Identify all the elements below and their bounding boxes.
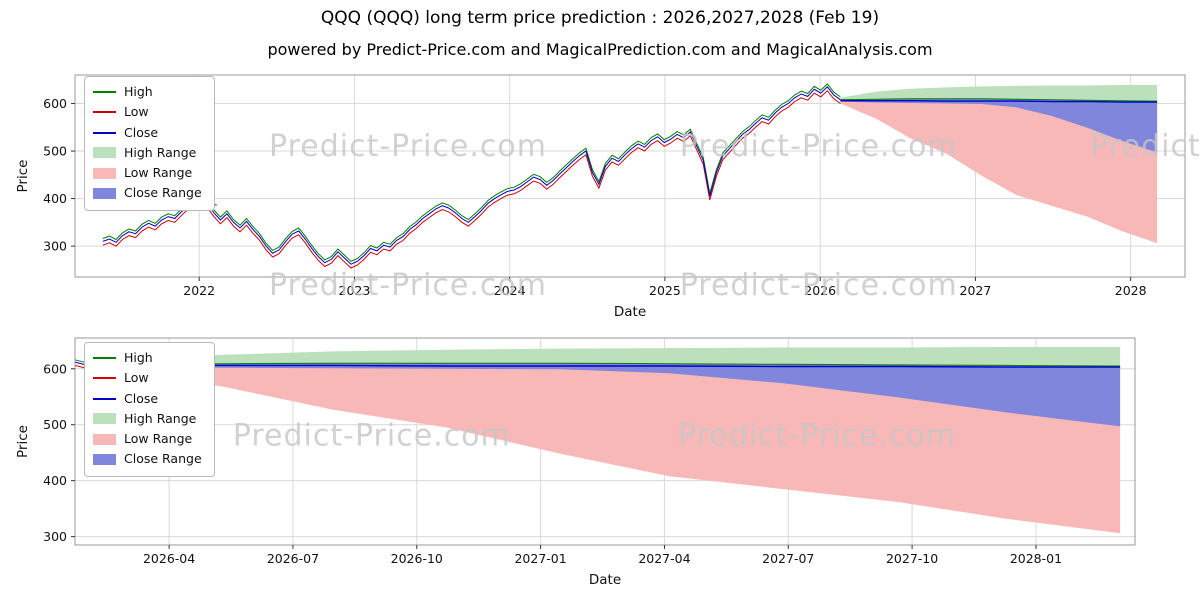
legend-swatch-close-range	[93, 453, 116, 465]
plot-border	[74, 74, 1186, 278]
legend-label: Low Range	[124, 431, 193, 446]
x-axis-label: Date	[614, 304, 646, 318]
legend-swatch-low	[93, 111, 116, 114]
x-tick-label: 2023	[339, 283, 371, 298]
history-lines	[102, 83, 841, 269]
x-tick-label: 2026	[804, 283, 836, 298]
y-tick-label: 600	[43, 361, 67, 376]
low-range-band	[109, 365, 1121, 534]
x-tick-label: 2027-04	[638, 551, 690, 566]
legend-label: Close Range	[124, 185, 202, 201]
x-tick-label: 2027	[960, 283, 992, 298]
legend-item-low-range: Low Range	[93, 429, 202, 449]
legend-swatch-low	[93, 377, 116, 380]
legend-swatch-close-range	[93, 187, 116, 199]
x-axis-label: Date	[589, 572, 621, 588]
legend-label: Low	[124, 104, 149, 120]
low-line	[102, 89, 841, 269]
x-tick-label: 2025	[649, 283, 681, 298]
prediction-close-line	[109, 364, 1121, 368]
prediction-lines	[109, 362, 1121, 368]
watermark-text: Predict-Price.com	[269, 129, 547, 164]
legend-swatch-high	[93, 357, 116, 360]
legend-swatch-low-range	[93, 433, 116, 445]
legend-swatch-low-range	[93, 167, 116, 179]
legend-top: High Low Close High Range Low Range Close Ran…	[84, 76, 215, 211]
y-axis-label: Price	[15, 160, 31, 193]
legend-item-high: High	[93, 82, 202, 102]
y-tick-label: 400	[43, 473, 67, 488]
legend-item-close: Close	[93, 123, 202, 143]
x-tick-label: 2027-01	[514, 551, 566, 566]
prediction-detail-chart: 300 400 500 600 2026-04 2026-07 2026-10 2027-01…	[15, 337, 1136, 588]
legend-swatch-close	[93, 397, 116, 400]
legend-item-low: Low	[93, 368, 202, 388]
legend-item-high: High	[93, 348, 202, 368]
watermark-text: Predict-Price.com	[1090, 129, 1200, 164]
legend-swatch-high-range	[93, 413, 116, 425]
y-tick-label: 400	[43, 191, 67, 206]
x-tick-label: 2022	[183, 283, 215, 298]
high-range-band	[109, 347, 1121, 366]
close-range-band	[840, 98, 1158, 153]
y-tick-label: 500	[43, 144, 67, 159]
legend-swatch-high	[93, 91, 116, 94]
prediction-high-line	[840, 98, 1158, 102]
legend-item-high-range: High Range	[93, 143, 202, 163]
legend-item-close-range: Close Range	[93, 449, 202, 469]
legend-label: High Range	[124, 410, 197, 426]
legend-bottom: High Low Close High Range Low Range Close Ran…	[84, 342, 215, 477]
axis-ticks: 300 400 500 600 2026-04 2026-07 2026-10 2027-01…	[43, 361, 1062, 566]
prediction-bands	[840, 85, 1158, 244]
chart-title: QQQ (QQQ) long term price prediction : 2…	[320, 8, 880, 28]
x-tick-label: 2028-01	[1010, 551, 1062, 566]
x-tick-label: 2028	[1115, 283, 1147, 298]
watermark-text: Predict-Price.com	[680, 268, 958, 303]
legend-label: Close	[124, 124, 159, 140]
prediction-bands	[109, 347, 1121, 534]
x-tick-label: 2027-07	[762, 551, 814, 566]
close-line	[102, 86, 841, 265]
prediction-close-line	[840, 100, 1158, 103]
low-range-band	[840, 100, 1158, 244]
legend-item-high-range: High Range	[93, 409, 202, 429]
legend-label: High	[124, 84, 153, 99]
legend-swatch-high-range	[93, 147, 116, 159]
axis-ticks: 300 400 500 600 2022 2023 2024 2025 2026 2027 2028	[43, 96, 1146, 298]
legend-label: Close	[124, 390, 159, 406]
watermark-text: Predict-Price.com	[269, 268, 547, 303]
legend-label: High	[124, 350, 153, 365]
close-range-band	[109, 363, 1121, 427]
x-tick-label: 2027-10	[886, 551, 938, 566]
y-axis-label: Price	[15, 425, 31, 458]
legend-label: Low	[124, 370, 149, 386]
x-tick-label: 2026-07	[267, 551, 319, 566]
legend-label: Close Range	[124, 451, 202, 467]
y-tick-label: 300	[43, 529, 67, 544]
legend-item-close-range: Close Range	[93, 183, 202, 203]
plot-border	[74, 337, 1136, 546]
legend-item-low: Low	[93, 102, 202, 122]
x-tick-label: 2024	[494, 283, 526, 298]
prediction-lines	[840, 98, 1158, 103]
price-history-prediction-chart: 300 400 500 600 2022 2023 2024 2025 2026 2027 2028…	[15, 74, 1200, 318]
watermark-text: Predict-Price.com	[233, 419, 511, 454]
x-tick-label: 2026-04	[143, 551, 195, 566]
y-tick-label: 600	[43, 96, 67, 111]
legend-label: High Range	[124, 144, 197, 160]
legend-item-low-range: Low Range	[93, 163, 202, 183]
y-tick-label: 300	[43, 239, 67, 254]
high-line	[102, 83, 841, 262]
legend-item-close: Close	[93, 389, 202, 409]
high-range-band	[840, 85, 1158, 102]
prediction-high-line	[109, 362, 1121, 367]
x-tick-label: 2026-10	[391, 551, 443, 566]
legend-swatch-close	[93, 131, 116, 134]
chart-subtitle: powered by Predict-Price.com and Magical…	[267, 40, 933, 59]
legend-label: Low Range	[124, 165, 193, 180]
watermark-text: Predict-Price.com	[680, 129, 958, 164]
y-tick-label: 500	[43, 417, 67, 432]
watermark-text: Predict-Price.com	[678, 419, 956, 454]
